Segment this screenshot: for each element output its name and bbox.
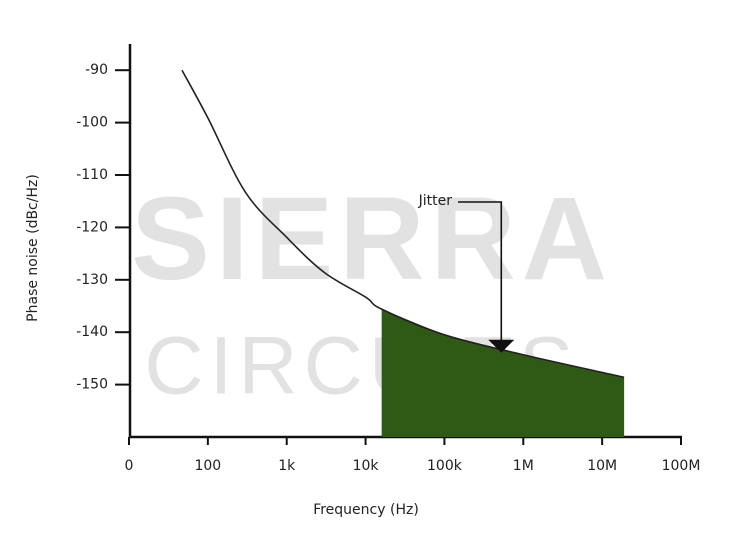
x-tick-label: 10M — [587, 458, 617, 474]
y-tick-label: -140 — [76, 324, 108, 340]
y-tick-label: -130 — [76, 272, 108, 288]
x-tick-label: 100 — [194, 458, 221, 474]
annotation-arrow — [488, 339, 515, 353]
shaded-area — [381, 309, 625, 437]
x-tick-label: 100k — [427, 458, 463, 474]
y-tick-label: -90 — [85, 62, 108, 78]
y-tick-label: -110 — [76, 167, 108, 183]
x-tick-label: 0 — [125, 458, 134, 474]
y-tick-label: -120 — [76, 219, 108, 235]
watermark: SIERRA — [131, 173, 613, 305]
y-tick-label: -150 — [76, 377, 108, 393]
x-tick-label: 1k — [278, 458, 296, 474]
annotation-line — [458, 201, 503, 341]
x-tick-label: 10k — [353, 458, 380, 474]
annotation-text: Jitter — [418, 193, 453, 209]
y-tick-label: -100 — [76, 115, 108, 131]
x-tick-label: 1M — [513, 458, 534, 474]
x-axis-label: Frequency (Hz) — [313, 502, 419, 518]
x-tick-label: 100M — [662, 458, 701, 474]
y-axis-label: Phase noise (dBc/Hz) — [25, 174, 41, 322]
